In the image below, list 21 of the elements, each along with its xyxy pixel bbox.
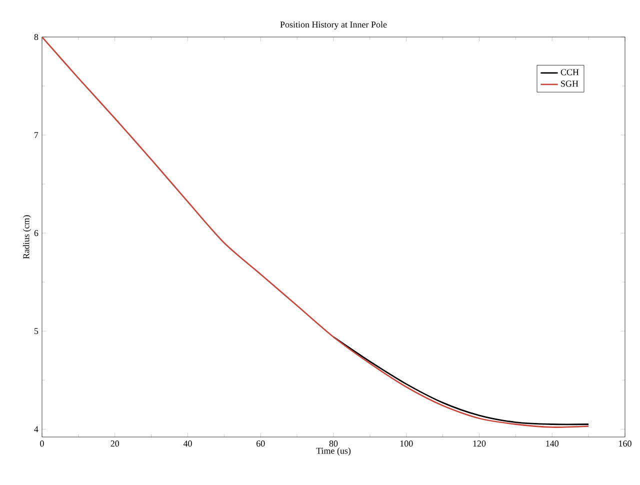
y-tick-label: 8 bbox=[34, 34, 38, 40]
x-axis-title: Time (us) bbox=[316, 447, 351, 456]
x-tick-label: 120 bbox=[473, 440, 486, 447]
x-tick-label: 60 bbox=[256, 440, 265, 447]
x-tick-label: 20 bbox=[110, 440, 120, 447]
y-axis-title: Radius (cm) bbox=[22, 215, 32, 259]
x-tick-label: 0 bbox=[40, 440, 44, 447]
y-tick-label: 6 bbox=[34, 230, 38, 236]
chart-title: Position History at Inner Pole bbox=[280, 21, 387, 30]
x-tick-label: 40 bbox=[183, 440, 192, 447]
y-tick-label: 4 bbox=[34, 426, 38, 432]
y-tick-label: 7 bbox=[34, 132, 38, 138]
legend-label: SGH bbox=[561, 80, 578, 87]
x-tick-label: 100 bbox=[400, 440, 413, 447]
line-series bbox=[42, 36, 590, 428]
y-tick-label: 5 bbox=[34, 328, 38, 334]
legend-label: CCH bbox=[560, 69, 579, 76]
x-tick-label: 80 bbox=[329, 440, 338, 447]
x-tick-label: 140 bbox=[546, 440, 559, 447]
x-tick-label: 160 bbox=[619, 440, 632, 447]
line-series bbox=[332, 336, 590, 426]
